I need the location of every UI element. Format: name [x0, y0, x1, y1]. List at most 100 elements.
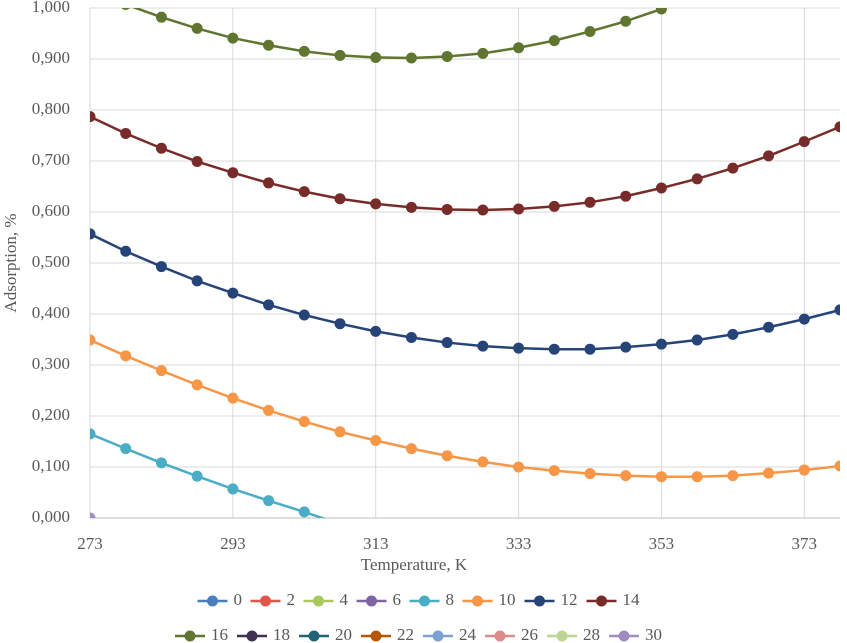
data-point: [691, 471, 703, 483]
legend-label: 6: [393, 590, 402, 609]
data-point: [298, 186, 310, 198]
data-point: [298, 416, 310, 428]
data-point: [584, 25, 596, 37]
data-point: [227, 32, 239, 44]
data-point: [798, 464, 810, 476]
data-point: [655, 8, 667, 15]
series-line: [90, 338, 840, 478]
legend-marker: [246, 630, 258, 642]
x-tick-label: 313: [363, 534, 389, 553]
data-point: [763, 150, 775, 162]
legend-marker: [432, 630, 444, 642]
legend-marker: [308, 630, 320, 642]
data-point: [334, 318, 346, 330]
data-point: [441, 203, 453, 215]
data-point: [298, 309, 310, 321]
x-tick-label: 293: [220, 534, 246, 553]
legend-label: 30: [645, 625, 662, 643]
data-point: [834, 304, 840, 316]
data-point: [155, 457, 167, 469]
data-point: [513, 203, 525, 215]
legend-label: 0: [234, 590, 243, 609]
data-point: [548, 35, 560, 47]
data-point: [620, 15, 632, 27]
data-point: [441, 450, 453, 462]
y-tick-label: 1,000: [32, 0, 70, 16]
legend-label: 20: [335, 625, 352, 643]
data-point: [691, 173, 703, 185]
legend-label: 8: [446, 590, 455, 609]
legend-marker: [596, 595, 607, 607]
data-point: [155, 365, 167, 377]
data-point: [655, 338, 667, 350]
series-line: [90, 232, 840, 351]
data-point: [548, 200, 560, 212]
data-point: [227, 392, 239, 404]
data-point: [298, 45, 310, 57]
data-point: [584, 468, 596, 480]
data-point: [155, 11, 167, 23]
data-point: [155, 142, 167, 154]
data-point: [334, 193, 346, 205]
y-tick-label: 0,900: [32, 48, 70, 67]
data-point: [298, 506, 310, 518]
data-point: [692, 0, 703, 1]
legend-label: 18: [273, 625, 290, 643]
y-tick-label: 0,100: [32, 456, 70, 475]
data-point: [548, 465, 560, 477]
data-point: [441, 337, 453, 349]
legend-label: 26: [521, 625, 538, 643]
legend-label: 4: [340, 590, 349, 609]
data-point: [620, 470, 632, 482]
data-point: [513, 342, 525, 354]
data-point: [405, 331, 417, 343]
legend-marker: [260, 595, 271, 607]
data-point: [120, 350, 132, 362]
data-point: [405, 52, 417, 64]
data-point: [90, 111, 96, 123]
data-point: [90, 428, 96, 440]
data-point: [691, 334, 703, 346]
data-point: [263, 495, 275, 507]
data-point: [370, 51, 382, 63]
legend-label: 14: [623, 590, 641, 609]
data-point: [834, 121, 840, 133]
data-point: [763, 467, 775, 479]
legend-marker: [366, 595, 377, 607]
data-point: [191, 22, 203, 34]
y-tick-label: 0,300: [32, 354, 70, 373]
data-point: [263, 177, 275, 189]
data-point: [513, 42, 525, 54]
legend-marker: [534, 595, 545, 607]
data-point: [191, 470, 203, 482]
data-point: [334, 426, 346, 438]
legend-marker: [207, 595, 218, 607]
data-point: [477, 456, 489, 468]
legend-marker: [313, 595, 324, 607]
x-tick-label: 273: [77, 534, 103, 553]
data-point: [335, 519, 346, 530]
y-tick-label: 0,700: [32, 150, 70, 169]
data-point: [405, 443, 417, 455]
data-point: [513, 461, 525, 473]
data-point: [90, 228, 96, 240]
data-point: [90, 334, 96, 346]
y-tick-label: 0,400: [32, 303, 70, 322]
data-point: [798, 136, 810, 148]
data-point: [763, 321, 775, 333]
series-line: [90, 432, 326, 518]
x-tick-label: 333: [506, 534, 532, 553]
data-point: [477, 340, 489, 352]
data-point: [120, 127, 132, 139]
data-point: [227, 287, 239, 299]
series-line: [90, 115, 840, 212]
data-point: [834, 460, 840, 472]
data-point: [120, 245, 132, 257]
x-axis-title: Temperature, K: [361, 555, 468, 574]
y-axis-title: Adsorption, %: [1, 213, 20, 312]
data-point: [727, 328, 739, 340]
data-point: [620, 341, 632, 353]
data-point: [370, 198, 382, 210]
data-point: [477, 47, 489, 59]
data-point: [90, 512, 96, 518]
